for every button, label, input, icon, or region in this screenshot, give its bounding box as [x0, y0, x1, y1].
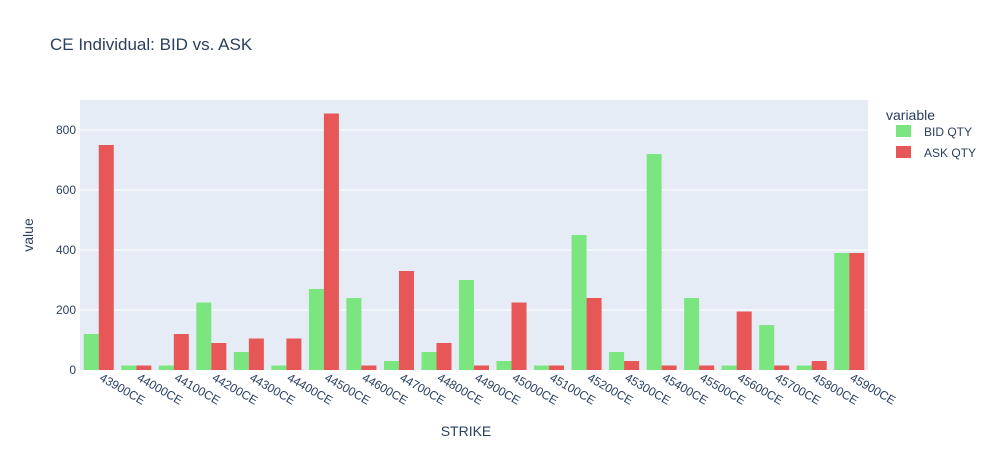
bar-bid-45500CE[interactable] — [684, 298, 700, 370]
bar-bid-45600CE[interactable] — [721, 365, 737, 371]
bar-ask-45500CE[interactable] — [699, 365, 715, 371]
y-tick-label: 800 — [56, 123, 76, 137]
legend-swatch-bid[interactable] — [896, 125, 911, 137]
bar-ask-43900CE[interactable] — [98, 145, 114, 370]
chart-title: CE Individual: BID vs. ASK — [50, 35, 253, 54]
bar-ask-44200CE[interactable] — [211, 343, 227, 370]
bar-bid-44900CE[interactable] — [458, 280, 474, 370]
y-tick-label: 0 — [69, 363, 76, 377]
bar-ask-44900CE[interactable] — [474, 365, 490, 371]
bar-bid-45200CE[interactable] — [571, 235, 587, 370]
legend-title: variable — [886, 107, 935, 123]
bar-bid-45800CE[interactable] — [796, 365, 812, 371]
bar-bid-44500CE[interactable] — [308, 289, 324, 370]
bar-ask-45600CE[interactable] — [736, 311, 752, 371]
legend-label-bid[interactable]: BID QTY — [924, 125, 972, 139]
bar-ask-45900CE[interactable] — [849, 253, 865, 370]
bars — [83, 113, 865, 371]
bar-bid-45400CE[interactable] — [646, 154, 662, 370]
bar-bid-44700CE[interactable] — [383, 361, 399, 370]
bar-ask-45100CE[interactable] — [549, 365, 565, 371]
bar-ask-44400CE[interactable] — [286, 338, 302, 371]
bar-bid-45100CE[interactable] — [534, 365, 550, 371]
bar-bid-44200CE[interactable] — [196, 302, 212, 371]
y-axis-title: value — [20, 218, 36, 252]
x-axis-title: STRIKE — [441, 423, 492, 439]
y-tick-label: 200 — [56, 303, 76, 317]
bar-bid-45000CE[interactable] — [496, 361, 512, 370]
bar-ask-45400CE[interactable] — [661, 365, 677, 371]
legend: variable BID QTY ASK QTY — [886, 107, 976, 160]
bar-ask-45200CE[interactable] — [586, 298, 602, 370]
y-tick-label: 400 — [56, 243, 76, 257]
bar-ask-45800CE[interactable] — [811, 361, 827, 370]
bar-ask-44800CE[interactable] — [436, 343, 452, 370]
bar-ask-45000CE[interactable] — [511, 302, 527, 371]
bar-bid-44000CE[interactable] — [121, 365, 137, 371]
bar-ask-44100CE[interactable] — [173, 334, 189, 370]
y-axis-ticks: 0 200 400 600 800 — [56, 123, 76, 377]
legend-swatch-ask[interactable] — [896, 146, 911, 158]
bar-bid-45900CE[interactable] — [834, 253, 850, 370]
bar-ask-44600CE[interactable] — [361, 365, 377, 371]
bar-bid-44800CE[interactable] — [421, 352, 437, 370]
bar-bid-45700CE[interactable] — [759, 325, 775, 370]
bar-bid-44400CE[interactable] — [271, 365, 287, 371]
bar-bid-44100CE[interactable] — [158, 365, 174, 371]
bar-bid-43900CE[interactable] — [83, 334, 99, 370]
y-tick-label: 600 — [56, 183, 76, 197]
bar-bid-44300CE[interactable] — [233, 352, 249, 370]
bar-ask-44500CE[interactable] — [323, 113, 339, 371]
legend-label-ask[interactable]: ASK QTY — [924, 146, 976, 160]
bar-ask-44000CE[interactable] — [136, 365, 152, 371]
bar-bid-45300CE[interactable] — [609, 352, 625, 370]
bar-ask-45300CE[interactable] — [624, 361, 640, 370]
bar-ask-45700CE[interactable] — [774, 365, 790, 371]
bar-ask-44300CE[interactable] — [248, 338, 264, 371]
bar-ask-44700CE[interactable] — [398, 271, 414, 370]
bar-bid-44600CE[interactable] — [346, 298, 362, 370]
